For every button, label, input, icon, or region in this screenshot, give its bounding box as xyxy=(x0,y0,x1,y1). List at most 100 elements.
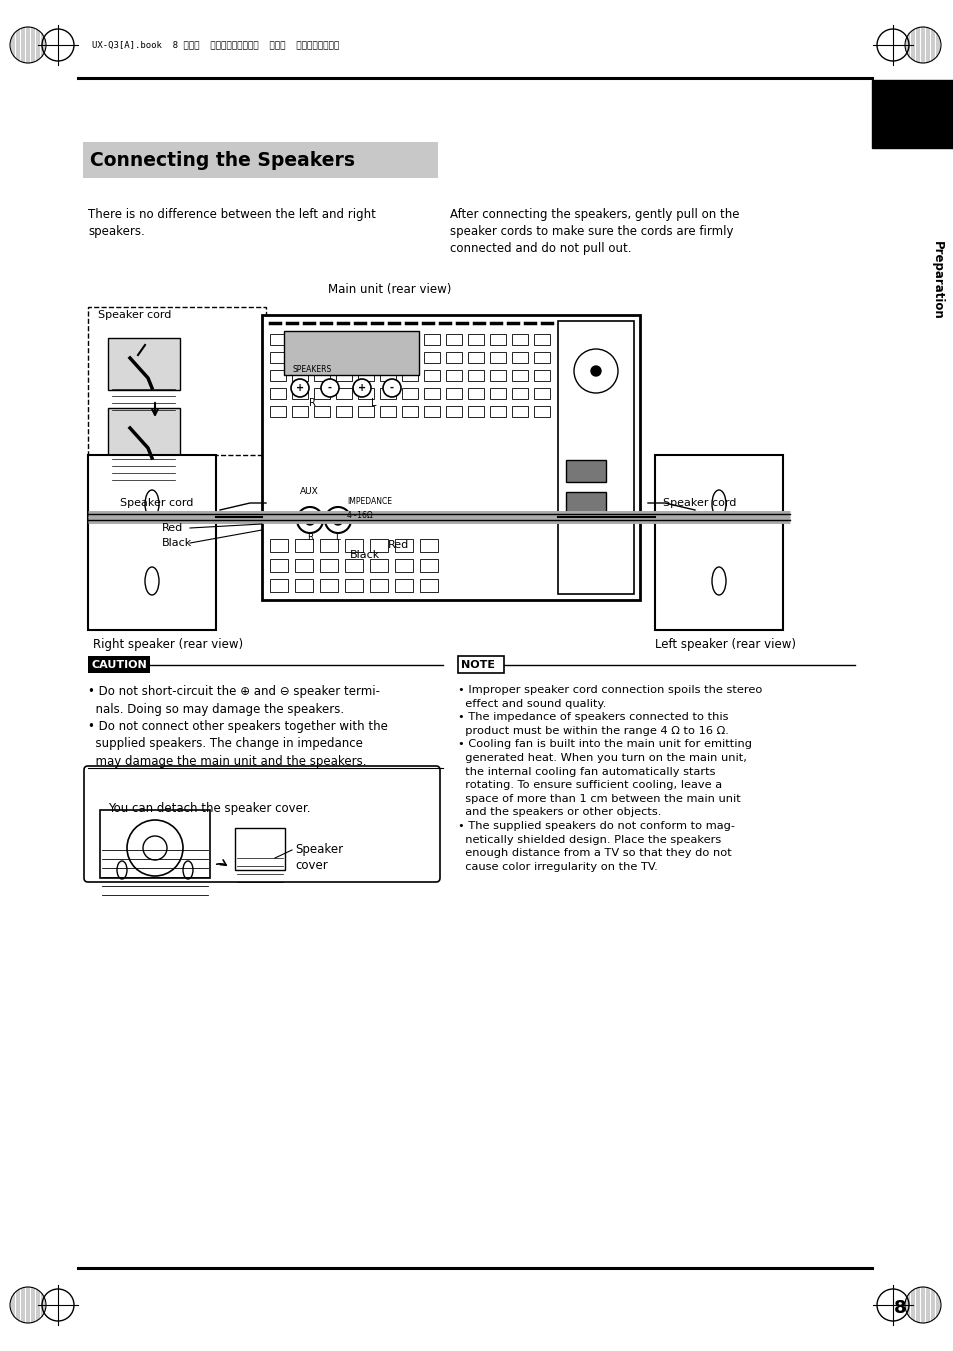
Text: • Do not short-circuit the ⊕ and ⊖ speaker termi-
  nals. Doing so may damage th: • Do not short-circuit the ⊕ and ⊖ speak… xyxy=(88,685,388,767)
Bar xyxy=(512,407,527,417)
Bar xyxy=(468,407,483,417)
Bar xyxy=(534,388,550,399)
Bar xyxy=(468,334,483,345)
Bar xyxy=(270,334,286,345)
Text: IMPEDANCE: IMPEDANCE xyxy=(347,497,392,507)
Bar xyxy=(357,370,374,381)
Bar xyxy=(234,828,285,870)
Bar xyxy=(490,388,505,399)
Bar xyxy=(270,407,286,417)
Text: Speaker cord: Speaker cord xyxy=(120,499,193,508)
Bar xyxy=(319,580,337,592)
Bar xyxy=(468,388,483,399)
Bar xyxy=(871,80,953,149)
Bar xyxy=(446,388,461,399)
Bar xyxy=(335,388,352,399)
Bar xyxy=(512,388,527,399)
Bar xyxy=(294,539,313,553)
Bar xyxy=(335,334,352,345)
Bar xyxy=(345,539,363,553)
Bar xyxy=(512,334,527,345)
Text: SPEAKERS: SPEAKERS xyxy=(292,365,332,373)
Text: R: R xyxy=(308,399,315,408)
Bar xyxy=(370,580,388,592)
Bar xyxy=(292,353,308,363)
Bar xyxy=(401,334,417,345)
Text: AUX: AUX xyxy=(299,488,318,497)
Bar xyxy=(314,407,330,417)
Bar xyxy=(88,455,215,630)
Bar xyxy=(534,370,550,381)
Bar xyxy=(490,407,505,417)
Bar xyxy=(446,334,461,345)
Circle shape xyxy=(305,515,314,526)
Bar xyxy=(294,559,313,571)
Bar xyxy=(262,315,639,600)
Bar xyxy=(446,353,461,363)
Text: After connecting the speakers, gently pull on the
speaker cords to make sure the: After connecting the speakers, gently pu… xyxy=(450,208,739,255)
Bar xyxy=(294,580,313,592)
Bar xyxy=(446,370,461,381)
Bar xyxy=(565,459,605,482)
Text: Speaker
cover: Speaker cover xyxy=(294,843,343,871)
Bar xyxy=(419,539,437,553)
Text: You can detach the speaker cover.: You can detach the speaker cover. xyxy=(108,802,310,815)
Text: 4~16Ω: 4~16Ω xyxy=(347,511,374,520)
Bar xyxy=(512,353,527,363)
Text: Preparation: Preparation xyxy=(929,240,943,319)
Text: Main unit (rear view): Main unit (rear view) xyxy=(328,284,451,296)
Bar xyxy=(534,407,550,417)
Bar xyxy=(292,407,308,417)
Bar xyxy=(423,353,439,363)
Bar xyxy=(395,559,413,571)
Bar xyxy=(335,353,352,363)
Bar xyxy=(292,370,308,381)
Bar xyxy=(395,539,413,553)
Bar xyxy=(558,322,634,594)
Bar xyxy=(270,370,286,381)
Text: Red: Red xyxy=(162,523,183,534)
Bar xyxy=(292,334,308,345)
Circle shape xyxy=(382,380,400,397)
Bar xyxy=(314,388,330,399)
Bar xyxy=(534,353,550,363)
Bar xyxy=(423,388,439,399)
Bar xyxy=(270,353,286,363)
Bar xyxy=(314,370,330,381)
Bar xyxy=(423,407,439,417)
Bar xyxy=(314,334,330,345)
Circle shape xyxy=(590,366,600,376)
Text: +: + xyxy=(357,382,366,393)
FancyBboxPatch shape xyxy=(84,766,439,882)
Bar xyxy=(395,580,413,592)
Bar xyxy=(446,407,461,417)
Text: +: + xyxy=(295,382,304,393)
Text: Black: Black xyxy=(162,538,193,549)
Bar xyxy=(108,338,180,390)
Bar xyxy=(270,580,288,592)
Circle shape xyxy=(291,380,309,397)
Circle shape xyxy=(333,515,343,526)
Text: R: R xyxy=(307,534,313,543)
Bar xyxy=(379,353,395,363)
Bar xyxy=(401,407,417,417)
Text: Right speaker (rear view): Right speaker (rear view) xyxy=(92,638,243,651)
Bar xyxy=(83,142,437,178)
Bar xyxy=(345,559,363,571)
Bar xyxy=(357,407,374,417)
Bar xyxy=(270,539,288,553)
Bar xyxy=(468,370,483,381)
Bar xyxy=(335,407,352,417)
Bar xyxy=(270,388,286,399)
Bar xyxy=(423,334,439,345)
Text: 8: 8 xyxy=(893,1300,905,1317)
Text: L: L xyxy=(335,534,340,543)
Text: Left speaker (rear view): Left speaker (rear view) xyxy=(655,638,795,651)
Bar xyxy=(457,657,503,673)
Bar xyxy=(379,407,395,417)
Bar xyxy=(655,455,782,630)
Text: -: - xyxy=(390,382,394,393)
Bar xyxy=(100,811,210,878)
Bar xyxy=(357,334,374,345)
Bar xyxy=(490,334,505,345)
